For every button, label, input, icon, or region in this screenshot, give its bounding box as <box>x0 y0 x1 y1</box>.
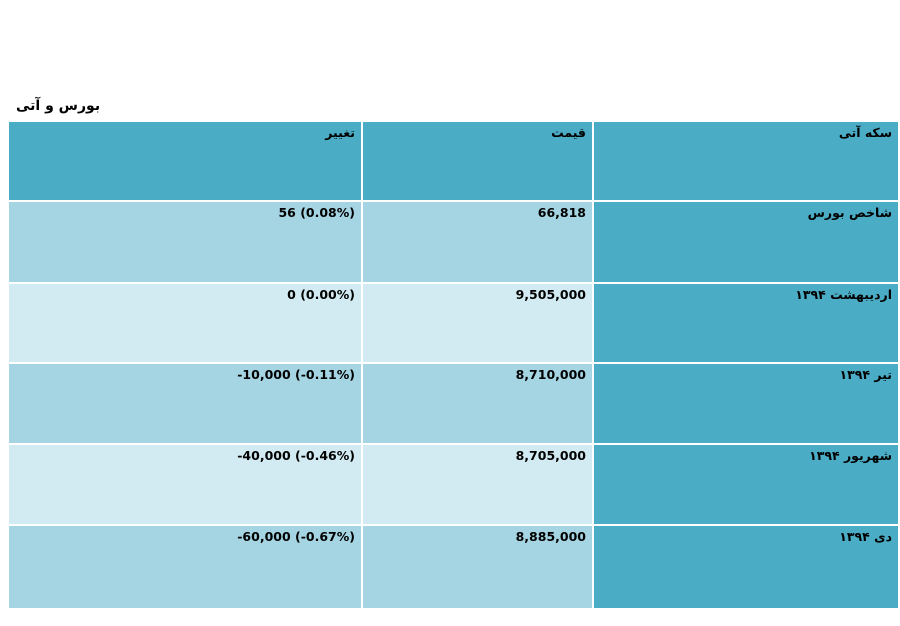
table-row-name: شاخص بورس <box>594 202 898 282</box>
header-price: قیمت <box>363 122 592 200</box>
coin-futures-table: تغییر قیمت سکه آتی 56 (0.08%) 66,818 شاخ… <box>9 122 898 608</box>
table-row-change: 56 (0.08%) <box>9 202 361 282</box>
table-row-price: 8,705,000 <box>363 445 592 524</box>
table-row-change: -10,000 (-0.11%) <box>9 364 361 443</box>
table-caption: بورس و آتی <box>16 98 101 114</box>
table-row-price: 66,818 <box>363 202 592 282</box>
table-row-name: شهریور ۱۳۹۴ <box>594 445 898 524</box>
table-row-price: 9,505,000 <box>363 284 592 362</box>
table-row-name: اردیبهشت ۱۳۹۴ <box>594 284 898 362</box>
table-row-change: 0 (0.00%) <box>9 284 361 362</box>
header-change: تغییر <box>9 122 361 200</box>
table-row-name: دی ۱۳۹۴ <box>594 526 898 608</box>
table-row-change: -40,000 (-0.46%) <box>9 445 361 524</box>
table-row-name: تیر ۱۳۹۴ <box>594 364 898 443</box>
table-row-price: 8,885,000 <box>363 526 592 608</box>
table-row-price: 8,710,000 <box>363 364 592 443</box>
header-name: سکه آتی <box>594 122 898 200</box>
table-row-change: -60,000 (-0.67%) <box>9 526 361 608</box>
